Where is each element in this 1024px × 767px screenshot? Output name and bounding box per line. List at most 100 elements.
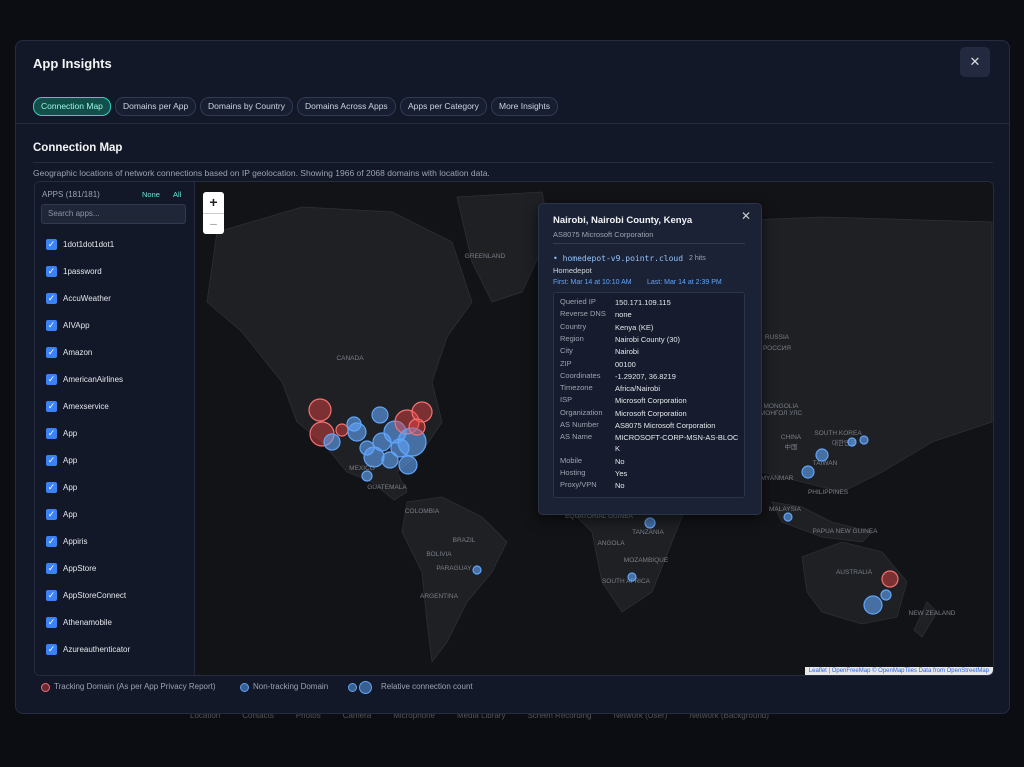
app-name: 1dot1dot1dot1 [63, 240, 115, 249]
north-america [206, 206, 473, 501]
map-label: BRAZIL [453, 537, 476, 544]
south-america [401, 496, 508, 664]
checkbox[interactable]: ✓ [46, 428, 57, 439]
checkbox[interactable]: ✓ [46, 617, 57, 628]
field-value: No [615, 456, 625, 466]
checkbox[interactable]: ✓ [46, 239, 57, 250]
app-name: AmericanAirlines [63, 375, 124, 384]
background-tab: Contacts [242, 711, 274, 720]
domain-bubble [859, 435, 869, 445]
domain-bubble [472, 565, 482, 575]
checkbox[interactable]: ✓ [46, 293, 57, 304]
app-name: App [63, 429, 78, 438]
domain-bubble [390, 438, 410, 458]
southeast-asia [771, 501, 873, 543]
map-label: MYANMAR [761, 475, 794, 482]
tab[interactable]: Connection Map [33, 97, 111, 116]
field-label: Mobile [560, 455, 583, 465]
checkbox[interactable]: ✓ [46, 320, 57, 331]
section-title: Connection Map [33, 142, 123, 154]
map-panel: APPS (181/181) None All Search apps... ✓… [34, 181, 994, 676]
domain-bubble [783, 512, 793, 522]
attribution[interactable]: Leaflet | OpenFreeMap © OpenMapTiles Dat… [804, 667, 993, 675]
select-none[interactable]: None [142, 190, 160, 199]
checkbox[interactable]: ✓ [46, 590, 57, 601]
map-label: CHINA [781, 434, 802, 441]
checkbox[interactable]: ✓ [46, 644, 57, 655]
checkbox[interactable]: ✓ [46, 563, 57, 574]
tracking-bubble [408, 418, 426, 436]
map-label: SOUTH AFRICA [602, 578, 651, 585]
map-label: MALAYSIA [769, 506, 802, 513]
field-label: AS Name [560, 432, 593, 442]
tab[interactable]: Domains by Country [200, 97, 294, 116]
domain-bubble [371, 406, 389, 424]
field-label: Organization [560, 407, 603, 417]
field-value: Yes [615, 468, 628, 478]
app-name: App [63, 510, 78, 519]
field-label: Proxy/VPN [560, 480, 597, 490]
map-label: GREENLAND [465, 253, 506, 260]
popup-asn: AS8075 Microsoft Corporation [553, 230, 654, 239]
legend-swatch [240, 683, 249, 692]
map-label: TAIWAN [813, 460, 838, 467]
checkbox[interactable]: ✓ [46, 536, 57, 547]
field-value: Nairobi [615, 347, 639, 357]
search-input[interactable]: Search apps... [41, 204, 186, 224]
tab[interactable]: More Insights [491, 97, 559, 116]
field-label: Reverse DNS [560, 309, 606, 319]
field-value: none [615, 310, 632, 320]
domain-bubble [863, 595, 883, 615]
checkbox[interactable]: ✓ [46, 401, 57, 412]
popup-app: Homedepot [553, 266, 592, 275]
app-name: Amazon [63, 348, 93, 357]
background-tabs: Location Contacts Photos Camera Microphone Me… [190, 711, 791, 720]
domain-bubble [381, 451, 399, 469]
checkbox[interactable]: ✓ [46, 374, 57, 385]
background-tab: Microphone [393, 711, 435, 720]
checkbox[interactable]: ✓ [46, 509, 57, 520]
tab[interactable]: Apps per Category [400, 97, 487, 116]
map-label: ARGENTINA [420, 593, 459, 600]
field-value: 00100 [615, 359, 636, 369]
map-label: PARAGUAY [436, 565, 472, 572]
map-label: MONGOLIA [763, 403, 799, 410]
field-label: Queried IP [560, 297, 596, 306]
field-label: Region [560, 333, 584, 343]
select-all[interactable]: All [173, 190, 182, 199]
tab[interactable]: Domains per App [115, 97, 197, 116]
field-value: -1.29207, 36.8219 [615, 371, 676, 381]
app-name: AppStoreConnect [63, 591, 127, 600]
checkbox[interactable]: ✓ [46, 482, 57, 493]
tab[interactable]: Domains Across Apps [297, 97, 396, 116]
divider [16, 123, 1009, 124]
app-name: Appiris [63, 537, 88, 546]
domain-bubble [346, 416, 362, 432]
tracking-bubble [411, 401, 433, 423]
app-name: AIVApp [63, 321, 90, 330]
map-label: AUSTRALIA [836, 569, 873, 576]
popup-first: First: Mar 14 at 10:10 AM [553, 279, 632, 286]
background-tab: Photos [295, 711, 321, 720]
map-label: TANZANIA [632, 529, 664, 536]
background-tab: Network (Background) [689, 711, 769, 720]
popup-domain[interactable]: • homedepot-v9.pointr.cloud [553, 254, 684, 263]
zoom-in[interactable]: + [209, 194, 218, 210]
field-value: 150.171.109.115 [615, 298, 671, 307]
close-button[interactable]: ✕ [960, 47, 990, 77]
map-label: COLOMBIA [405, 508, 440, 515]
checkbox[interactable]: ✓ [46, 455, 57, 466]
popup-close[interactable]: ✕ [741, 209, 752, 223]
zoom-control: + − [203, 192, 224, 234]
app-name: App [63, 456, 78, 465]
field-value: Microsoft Corporation [615, 408, 687, 418]
divider [553, 243, 745, 244]
checkbox[interactable]: ✓ [46, 347, 57, 358]
modal: App Insights ✕ Connection Map Domains per… [15, 40, 1010, 714]
checkbox[interactable]: ✓ [46, 266, 57, 277]
app-name: AppStore [63, 564, 97, 573]
zoom-out[interactable]: − [203, 213, 224, 235]
app-name: 1password [63, 267, 102, 276]
map-label: RUSSIA [765, 334, 790, 341]
